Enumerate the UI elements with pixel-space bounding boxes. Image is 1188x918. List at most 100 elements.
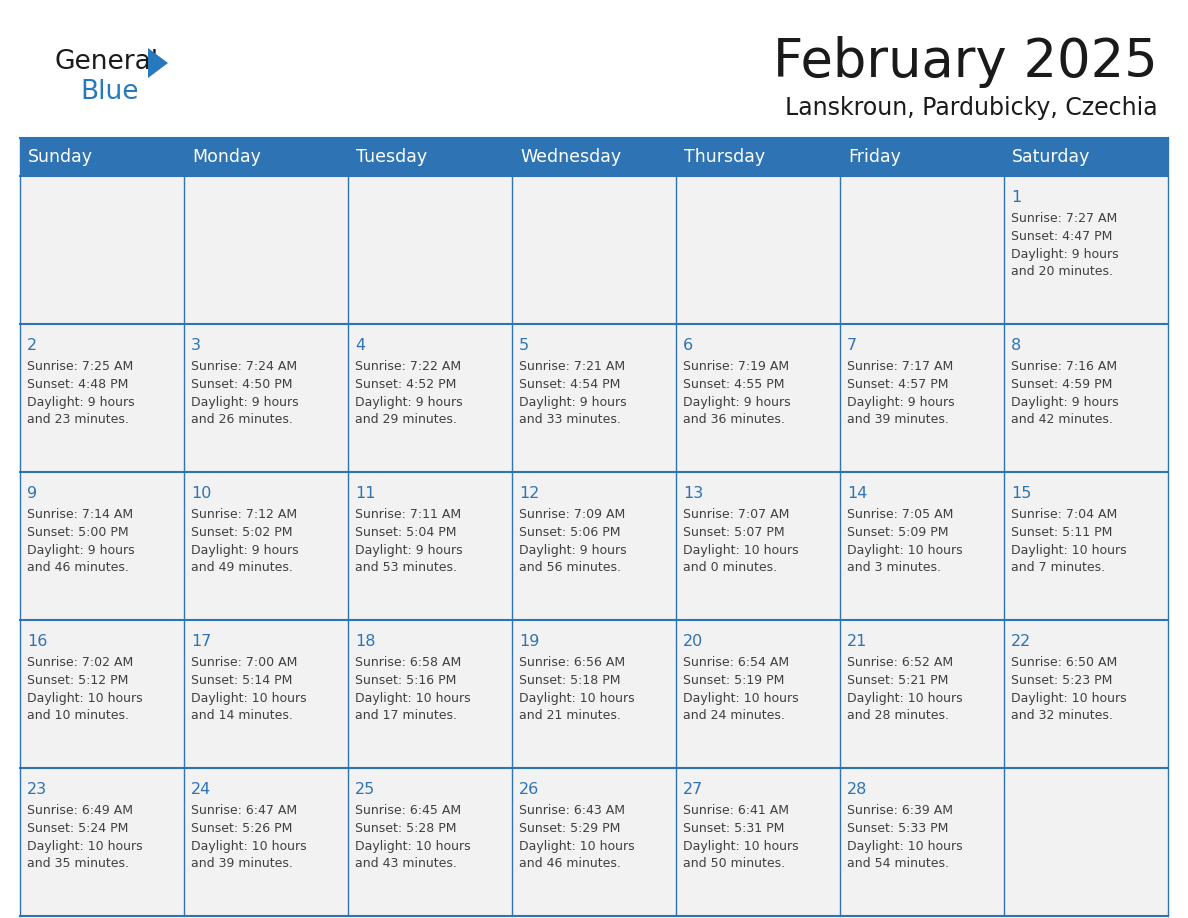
- Text: Sunrise: 7:14 AM: Sunrise: 7:14 AM: [27, 508, 133, 521]
- Bar: [1004, 176, 1168, 324]
- Text: Daylight: 9 hours: Daylight: 9 hours: [27, 396, 134, 409]
- Text: Wednesday: Wednesday: [520, 148, 621, 166]
- Text: Sunrise: 7:12 AM: Sunrise: 7:12 AM: [191, 508, 297, 521]
- Bar: [1004, 138, 1168, 176]
- Text: Daylight: 9 hours: Daylight: 9 hours: [191, 396, 298, 409]
- Bar: [840, 176, 1004, 324]
- Text: Daylight: 10 hours: Daylight: 10 hours: [1011, 544, 1126, 557]
- Text: 27: 27: [683, 782, 703, 797]
- Text: Sunrise: 6:43 AM: Sunrise: 6:43 AM: [519, 804, 625, 817]
- Bar: [1004, 768, 1168, 916]
- Text: 9: 9: [27, 486, 37, 501]
- Text: 14: 14: [847, 486, 867, 501]
- Text: Sunrise: 7:02 AM: Sunrise: 7:02 AM: [27, 656, 133, 669]
- Text: Sunrise: 6:54 AM: Sunrise: 6:54 AM: [683, 656, 789, 669]
- Text: 11: 11: [355, 486, 375, 501]
- Text: Monday: Monday: [192, 148, 261, 166]
- Text: 21: 21: [847, 634, 867, 649]
- Text: Lanskroun, Pardubicky, Czechia: Lanskroun, Pardubicky, Czechia: [785, 96, 1158, 120]
- Text: Sunset: 4:59 PM: Sunset: 4:59 PM: [1011, 378, 1112, 391]
- Bar: [1004, 620, 1168, 768]
- Text: 23: 23: [27, 782, 48, 797]
- Text: Daylight: 9 hours: Daylight: 9 hours: [1011, 396, 1119, 409]
- Text: Daylight: 9 hours: Daylight: 9 hours: [355, 396, 462, 409]
- Text: Sunrise: 6:41 AM: Sunrise: 6:41 AM: [683, 804, 789, 817]
- Text: and 42 minutes.: and 42 minutes.: [1011, 413, 1113, 426]
- Text: Sunrise: 6:56 AM: Sunrise: 6:56 AM: [519, 656, 625, 669]
- Bar: [20, 620, 184, 768]
- Bar: [1004, 324, 1168, 472]
- Text: Sunrise: 6:49 AM: Sunrise: 6:49 AM: [27, 804, 133, 817]
- Text: 28: 28: [847, 782, 867, 797]
- Text: Daylight: 10 hours: Daylight: 10 hours: [27, 840, 143, 853]
- Text: Sunrise: 7:19 AM: Sunrise: 7:19 AM: [683, 360, 789, 373]
- Bar: [840, 620, 1004, 768]
- Bar: [20, 138, 184, 176]
- Polygon shape: [148, 48, 168, 78]
- Text: Tuesday: Tuesday: [356, 148, 428, 166]
- Bar: [184, 138, 348, 176]
- Text: Sunrise: 6:52 AM: Sunrise: 6:52 AM: [847, 656, 953, 669]
- Bar: [512, 176, 676, 324]
- Text: and 0 minutes.: and 0 minutes.: [683, 561, 777, 574]
- Text: Sunrise: 6:58 AM: Sunrise: 6:58 AM: [355, 656, 461, 669]
- Text: and 39 minutes.: and 39 minutes.: [847, 413, 949, 426]
- Bar: [20, 176, 184, 324]
- Text: 2: 2: [27, 338, 37, 353]
- Text: 19: 19: [519, 634, 539, 649]
- Text: and 43 minutes.: and 43 minutes.: [355, 857, 457, 870]
- Text: Daylight: 10 hours: Daylight: 10 hours: [27, 692, 143, 705]
- Bar: [184, 176, 348, 324]
- Text: February 2025: February 2025: [773, 36, 1158, 88]
- Text: Daylight: 9 hours: Daylight: 9 hours: [683, 396, 791, 409]
- Text: and 23 minutes.: and 23 minutes.: [27, 413, 128, 426]
- Text: Sunset: 5:23 PM: Sunset: 5:23 PM: [1011, 674, 1112, 687]
- Text: Sunset: 5:21 PM: Sunset: 5:21 PM: [847, 674, 948, 687]
- Bar: [348, 176, 512, 324]
- Text: Daylight: 10 hours: Daylight: 10 hours: [519, 692, 634, 705]
- Text: and 28 minutes.: and 28 minutes.: [847, 709, 949, 722]
- Text: and 3 minutes.: and 3 minutes.: [847, 561, 941, 574]
- Text: Sunrise: 6:45 AM: Sunrise: 6:45 AM: [355, 804, 461, 817]
- Bar: [840, 324, 1004, 472]
- Text: 8: 8: [1011, 338, 1022, 353]
- Text: 22: 22: [1011, 634, 1031, 649]
- Text: Daylight: 9 hours: Daylight: 9 hours: [847, 396, 955, 409]
- Text: Sunset: 5:12 PM: Sunset: 5:12 PM: [27, 674, 128, 687]
- Text: and 46 minutes.: and 46 minutes.: [27, 561, 128, 574]
- Text: Sunrise: 7:16 AM: Sunrise: 7:16 AM: [1011, 360, 1117, 373]
- Text: and 46 minutes.: and 46 minutes.: [519, 857, 621, 870]
- Text: Sunset: 5:07 PM: Sunset: 5:07 PM: [683, 526, 784, 539]
- Text: Sunset: 4:54 PM: Sunset: 4:54 PM: [519, 378, 620, 391]
- Text: Sunset: 5:00 PM: Sunset: 5:00 PM: [27, 526, 128, 539]
- Text: Saturday: Saturday: [1012, 148, 1091, 166]
- Text: Daylight: 10 hours: Daylight: 10 hours: [847, 840, 962, 853]
- Text: Sunrise: 7:07 AM: Sunrise: 7:07 AM: [683, 508, 789, 521]
- Text: Sunset: 5:02 PM: Sunset: 5:02 PM: [191, 526, 292, 539]
- Text: 5: 5: [519, 338, 529, 353]
- Text: General: General: [55, 49, 159, 75]
- Bar: [348, 620, 512, 768]
- Text: 12: 12: [519, 486, 539, 501]
- Text: Sunrise: 7:25 AM: Sunrise: 7:25 AM: [27, 360, 133, 373]
- Text: Sunrise: 7:09 AM: Sunrise: 7:09 AM: [519, 508, 625, 521]
- Text: Sunset: 5:29 PM: Sunset: 5:29 PM: [519, 822, 620, 835]
- Text: Blue: Blue: [80, 79, 139, 105]
- Bar: [512, 324, 676, 472]
- Text: Daylight: 10 hours: Daylight: 10 hours: [355, 692, 470, 705]
- Text: and 39 minutes.: and 39 minutes.: [191, 857, 293, 870]
- Bar: [840, 472, 1004, 620]
- Text: 24: 24: [191, 782, 211, 797]
- Bar: [20, 768, 184, 916]
- Bar: [676, 472, 840, 620]
- Text: and 33 minutes.: and 33 minutes.: [519, 413, 621, 426]
- Text: and 14 minutes.: and 14 minutes.: [191, 709, 293, 722]
- Text: Daylight: 10 hours: Daylight: 10 hours: [191, 840, 307, 853]
- Text: and 50 minutes.: and 50 minutes.: [683, 857, 785, 870]
- Text: 7: 7: [847, 338, 857, 353]
- Text: Sunset: 5:26 PM: Sunset: 5:26 PM: [191, 822, 292, 835]
- Text: Daylight: 10 hours: Daylight: 10 hours: [847, 692, 962, 705]
- Text: 18: 18: [355, 634, 375, 649]
- Text: Daylight: 9 hours: Daylight: 9 hours: [27, 544, 134, 557]
- Text: Sunrise: 6:39 AM: Sunrise: 6:39 AM: [847, 804, 953, 817]
